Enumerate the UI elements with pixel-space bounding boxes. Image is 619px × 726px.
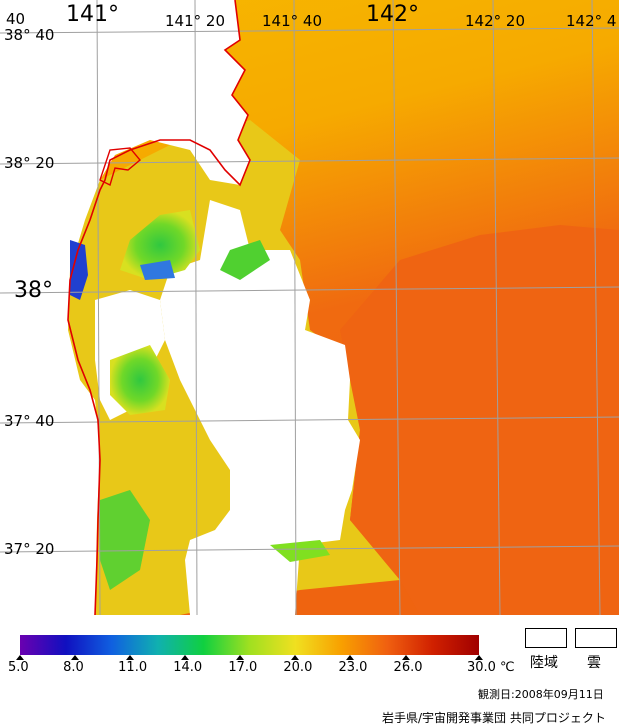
- lon-label-141-20: 141° 20: [165, 12, 225, 30]
- land-area: [0, 0, 250, 615]
- corner-lon-label: 40: [6, 10, 26, 28]
- lat-label-38-20: 38° 20: [4, 154, 55, 172]
- coastal-temp-patch-1: [120, 210, 200, 280]
- cloud-area: [160, 200, 360, 615]
- land-legend-label: 陸域: [530, 655, 558, 671]
- colorbar-tick: [475, 655, 483, 660]
- lat-label-38-40: 38° 40: [4, 26, 55, 44]
- colorbar-tick-label: 5.0: [8, 660, 29, 675]
- colorbar-tick-label: 20.0: [283, 660, 313, 675]
- colorbar-tick: [291, 655, 300, 660]
- colorbar-tick: [346, 655, 355, 660]
- colorbar-tick: [181, 655, 190, 660]
- cloud-legend-swatch: [575, 628, 617, 648]
- colorbar-tick: [71, 655, 80, 660]
- temperature-colorbar: [20, 635, 479, 655]
- lon-label-142-20: 142° 20: [465, 12, 525, 30]
- warm-current-area: [340, 225, 619, 615]
- colorbar-tick-label: 23.0: [338, 660, 368, 675]
- colorbar-tick-label: 30.0: [467, 660, 496, 675]
- colorbar-tick: [16, 655, 24, 660]
- lat-label-38: 38°: [14, 278, 53, 303]
- bay-coastline: [99, 147, 141, 187]
- coastline: [67, 0, 251, 615]
- colorbar-tick-label: 14.0: [173, 660, 203, 675]
- colorbar-unit: ℃: [500, 660, 515, 675]
- lon-label-142: 142°: [366, 2, 419, 27]
- lat-label-37-20: 37° 20: [4, 540, 55, 558]
- coastal-temp-patch-5: [270, 540, 330, 562]
- lon-label-141: 141°: [66, 2, 119, 27]
- observation-date: 観測日:2008年09月11日: [478, 688, 604, 701]
- coastal-temp-patch-4: [100, 490, 150, 590]
- colorbar-tick-label: 26.0: [393, 660, 423, 675]
- lon-label-141-40: 141° 40: [262, 12, 322, 30]
- colorbar-tick-label: 8.0: [63, 660, 84, 675]
- coastal-blue-patch: [70, 240, 88, 300]
- lon-label-142-40: 142° 4: [566, 12, 617, 30]
- land-legend-swatch: [525, 628, 567, 648]
- lat-label-37-40: 37° 40: [4, 412, 55, 430]
- colorbar-tick-label: 17.0: [228, 660, 258, 675]
- sea-surface-temperature-map: [0, 0, 619, 615]
- colorbar-tick-label: 11.0: [118, 660, 148, 675]
- graticule: [0, 0, 619, 615]
- colorbar-tick: [126, 655, 135, 660]
- coastal-temp-patch-2: [220, 240, 270, 280]
- coastal-temp-patch-3: [110, 345, 170, 415]
- credit-text: 岩手県/宇宙開発事業団 共同プロジェクト: [382, 711, 606, 725]
- cloud-legend-label: 雲: [587, 655, 601, 671]
- coastal-blue-patch-2: [140, 260, 175, 280]
- colorbar-tick: [236, 655, 245, 660]
- colorbar-tick: [401, 655, 410, 660]
